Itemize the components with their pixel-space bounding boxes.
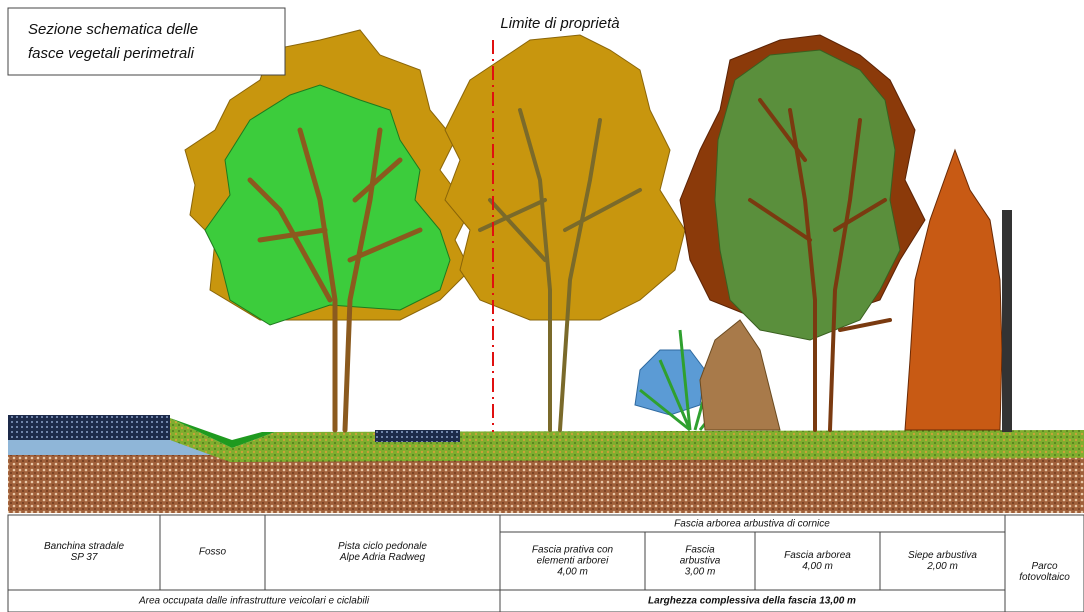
table-cell: Siepe arbustiva bbox=[908, 550, 977, 561]
property-label: Limite di proprietà bbox=[500, 15, 619, 32]
shrub bbox=[700, 320, 780, 430]
table-cell: SP 37 bbox=[71, 552, 98, 563]
table-cell: Fosso bbox=[199, 547, 227, 558]
legend-table: Fascia arborea arbustiva di cornice Area… bbox=[8, 515, 1084, 612]
title: fasce vegetali perimetrali bbox=[28, 45, 195, 62]
road bbox=[8, 415, 170, 440]
soil bbox=[8, 455, 1084, 513]
table-cell: 4,00 m bbox=[802, 561, 833, 572]
title: Sezione schematica delle bbox=[28, 21, 198, 38]
table-cell: 2,00 m bbox=[926, 561, 958, 572]
table-cell: Parco bbox=[1031, 561, 1058, 572]
table-cell: Pista ciclo pedonale bbox=[338, 541, 427, 552]
fence-post bbox=[1002, 210, 1012, 432]
table-header: Fascia arborea arbustiva di cornice bbox=[674, 519, 830, 530]
table-cell: 4,00 m bbox=[557, 567, 588, 578]
tree-canopy bbox=[715, 50, 900, 340]
table-footer: Area occupata dalle infrastrutture veico… bbox=[138, 596, 370, 607]
table-cell: Fascia bbox=[685, 545, 715, 556]
table-footer: Larghezza complessiva della fascia 13,00… bbox=[648, 596, 856, 607]
table-cell: Fascia prativa con bbox=[532, 545, 614, 556]
diagram: Limite di proprietà Sezione schematica d… bbox=[0, 0, 1084, 612]
hedge bbox=[905, 150, 1002, 430]
table-cell: Alpe Adria Radweg bbox=[339, 552, 426, 563]
tree-canopy bbox=[445, 35, 685, 320]
table-cell: fotovoltaico bbox=[1019, 572, 1070, 583]
table-cell: 3,00 m bbox=[685, 567, 716, 578]
cycle-path bbox=[375, 430, 460, 442]
title-box bbox=[8, 8, 285, 75]
table-cell: Banchina stradale bbox=[44, 541, 124, 552]
table-cell: arbustiva bbox=[680, 556, 721, 567]
table-cell: Fascia arborea bbox=[784, 550, 851, 561]
table-cell: elementi arborei bbox=[537, 556, 609, 567]
